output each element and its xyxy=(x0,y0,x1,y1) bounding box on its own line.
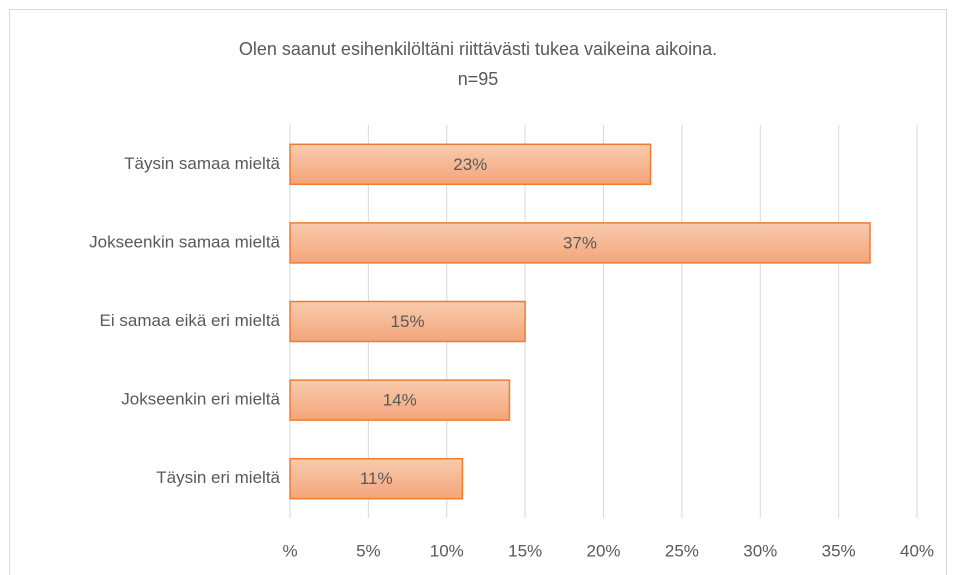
x-tick-label: 10% xyxy=(430,541,464,560)
y-tick-label: Jokseenkin samaa mieltä xyxy=(89,232,280,251)
bar xyxy=(289,300,526,343)
bar xyxy=(289,457,464,500)
data-label: 15% xyxy=(391,312,425,331)
bar xyxy=(289,143,652,186)
data-label: 37% xyxy=(563,233,597,252)
x-tick-label: 5% xyxy=(356,541,381,560)
x-tick-label: 30% xyxy=(743,541,777,560)
x-tick-label: 35% xyxy=(822,541,856,560)
y-tick-label: Täysin eri mieltä xyxy=(156,468,280,487)
data-label: 23% xyxy=(453,155,487,174)
x-tick-label: 25% xyxy=(665,541,699,560)
x-tick-label: 15% xyxy=(508,541,542,560)
data-label: 11% xyxy=(360,469,393,488)
y-tick-label: Ei samaa eikä eri mieltä xyxy=(100,311,281,330)
chart-subtitle: n=95 xyxy=(458,69,499,89)
bar xyxy=(289,379,511,421)
y-tick-label: Jokseenkin eri mieltä xyxy=(121,390,280,409)
chart-border xyxy=(9,9,947,575)
y-tick-label: Täysin samaa mieltä xyxy=(124,154,280,173)
bar xyxy=(289,222,871,264)
x-tick-label: 20% xyxy=(586,541,620,560)
chart-title: Olen saanut esihenkilöltäni riittävästi … xyxy=(239,39,717,59)
x-tick-label: 40% xyxy=(900,541,934,560)
data-label: 14% xyxy=(383,391,417,410)
x-tick-label: % xyxy=(282,541,297,560)
